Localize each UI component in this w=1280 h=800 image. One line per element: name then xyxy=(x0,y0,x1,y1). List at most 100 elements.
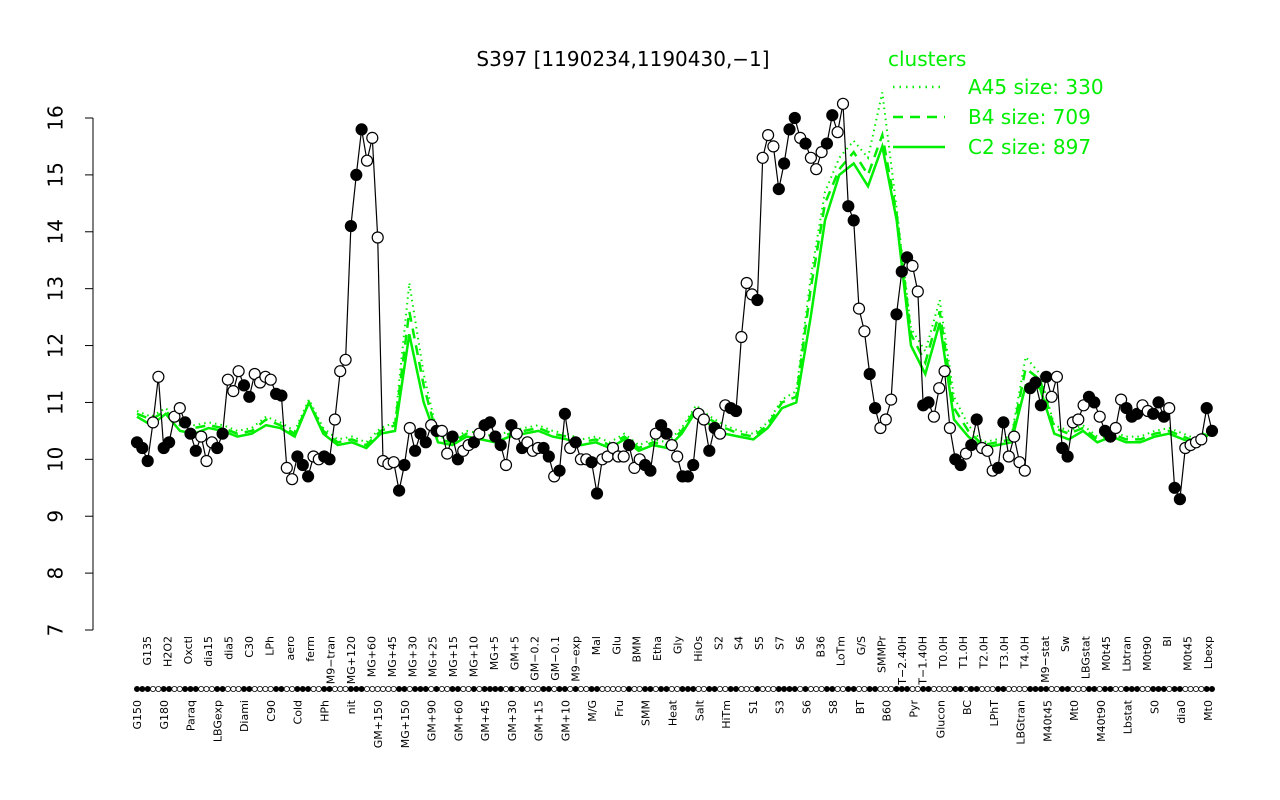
rug-mark xyxy=(401,686,408,693)
rug-mark xyxy=(294,686,301,693)
data-point xyxy=(847,214,860,227)
x-tick-label: MG+5 xyxy=(488,636,501,670)
x-tick-label: Heat xyxy=(667,699,680,726)
data-point xyxy=(644,464,657,477)
x-tick-label: Paraq xyxy=(185,700,198,731)
rug-mark xyxy=(363,686,370,693)
data-point xyxy=(1168,481,1181,494)
x-tick-label: LoTm xyxy=(835,636,848,666)
data-point xyxy=(189,444,202,457)
data-point xyxy=(499,458,513,472)
x-tick-label: GM+5 xyxy=(508,636,521,670)
data-point xyxy=(991,461,1005,474)
rug-mark xyxy=(684,686,691,693)
data-point xyxy=(654,419,668,432)
data-point xyxy=(350,168,363,181)
x-tick-label: Pyr xyxy=(908,700,921,718)
rug-mark xyxy=(979,686,986,693)
data-point xyxy=(660,427,673,440)
data-point xyxy=(842,200,855,213)
data-point xyxy=(521,436,534,449)
data-point xyxy=(264,373,277,386)
rug-mark xyxy=(711,686,718,693)
rug-mark xyxy=(946,686,953,693)
rug-mark xyxy=(727,686,734,693)
data-point xyxy=(1088,396,1101,409)
data-point xyxy=(965,439,978,452)
data-point xyxy=(1152,396,1165,409)
data-point xyxy=(1120,402,1133,415)
rug-mark xyxy=(818,686,825,693)
data-point xyxy=(302,470,315,483)
x-tick-label: Gly xyxy=(672,636,685,655)
data-point xyxy=(558,407,572,420)
data-point xyxy=(585,456,598,469)
rug-mark xyxy=(278,686,285,693)
data-point xyxy=(446,430,459,443)
x-tick-label: HiOs xyxy=(692,636,705,662)
rug-mark xyxy=(502,686,509,693)
rug-mark xyxy=(770,686,777,693)
data-point xyxy=(879,413,892,426)
x-tick-label: LPh xyxy=(263,636,276,656)
data-point xyxy=(906,259,919,272)
rug-mark xyxy=(989,686,996,693)
rug-mark xyxy=(454,686,461,693)
x-tick-label: ferm xyxy=(304,636,317,662)
x-tick-label: GM+45 xyxy=(479,700,492,741)
rug-mark xyxy=(599,686,606,693)
rug-mark xyxy=(1091,686,1098,693)
data-point xyxy=(195,430,208,443)
x-tick-label: LBGtran xyxy=(1015,700,1028,745)
rug-mark xyxy=(690,686,697,693)
rug-mark xyxy=(904,686,911,693)
data-point xyxy=(286,473,299,486)
data-point xyxy=(933,382,946,395)
rug-mark xyxy=(289,686,296,693)
rug-mark xyxy=(765,686,772,693)
rug-mark xyxy=(920,686,927,693)
data-point xyxy=(280,461,293,474)
rug-mark xyxy=(540,686,547,693)
legend-entry-label: C2 size: 897 xyxy=(968,135,1091,159)
rug-mark xyxy=(256,686,263,693)
rug-mark xyxy=(465,686,472,693)
rug-mark xyxy=(610,686,617,693)
data-point xyxy=(1163,402,1176,415)
rug-mark xyxy=(331,686,338,693)
rug-mark xyxy=(1128,686,1135,693)
rug-mark xyxy=(315,686,322,693)
data-point xyxy=(740,276,753,290)
data-point xyxy=(227,385,240,398)
y-tick-label: 8 xyxy=(44,567,68,580)
data-point xyxy=(777,157,791,170)
rug-mark xyxy=(1150,686,1157,693)
data-point xyxy=(334,365,347,378)
rug-mark xyxy=(460,686,467,693)
data-point xyxy=(1045,390,1058,403)
rug-mark xyxy=(497,686,504,693)
x-tick-label: Lbexp xyxy=(1202,636,1215,669)
x-tick-label: S4 xyxy=(733,636,746,650)
x-tick-label: MG+150 xyxy=(399,700,412,748)
rug-mark xyxy=(925,686,932,693)
rug-mark xyxy=(1048,686,1055,693)
data-point xyxy=(296,458,309,472)
data-point xyxy=(409,444,422,457)
rug-mark xyxy=(299,686,306,693)
x-tick-label: Glu xyxy=(610,636,623,655)
x-tick-label: M0t45 xyxy=(1100,636,1113,671)
data-point xyxy=(569,436,582,449)
rug-mark xyxy=(385,686,392,693)
x-tick-label: SMMPr xyxy=(876,636,889,673)
x-tick-label: Lbtran xyxy=(1120,636,1133,672)
data-point xyxy=(1002,450,1015,463)
data-point xyxy=(398,458,411,472)
rug-mark xyxy=(829,686,836,693)
rug-mark xyxy=(305,686,312,693)
rug-mark xyxy=(428,686,435,693)
legend: clusters A45 size: 330 B4 size: 709 C2 siz… xyxy=(888,47,1104,159)
x-tick-label: GM+10 xyxy=(559,700,572,741)
legend-title: clusters xyxy=(888,47,966,71)
